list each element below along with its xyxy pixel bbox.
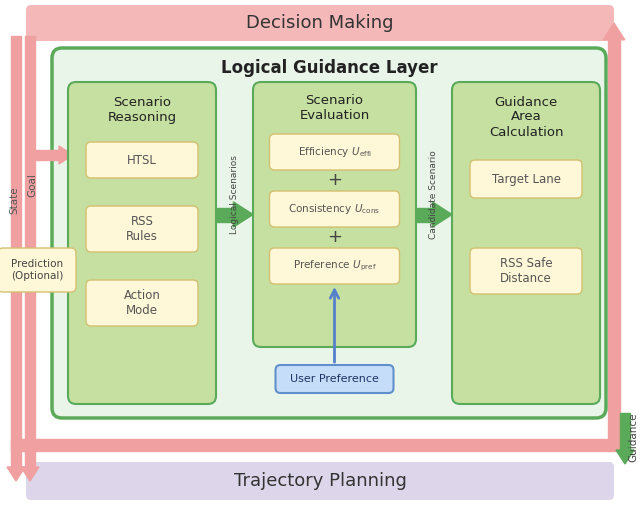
Polygon shape	[7, 467, 25, 481]
Text: +: +	[327, 171, 342, 189]
Polygon shape	[234, 202, 253, 227]
FancyBboxPatch shape	[269, 248, 399, 284]
FancyBboxPatch shape	[86, 280, 198, 326]
Bar	[35, 265, 59, 275]
Text: Prediction
(Optional): Prediction (Optional)	[11, 259, 63, 281]
Text: Candidate Scenario: Candidate Scenario	[429, 150, 438, 239]
Polygon shape	[59, 146, 73, 164]
FancyBboxPatch shape	[0, 248, 76, 292]
FancyBboxPatch shape	[68, 82, 216, 404]
Bar	[25, 36, 35, 469]
Text: HTSL: HTSL	[127, 154, 157, 166]
Polygon shape	[21, 467, 39, 481]
Text: Logical Guidance Layer: Logical Guidance Layer	[221, 59, 437, 77]
Text: Goal: Goal	[27, 173, 37, 197]
Bar	[11, 439, 609, 451]
FancyBboxPatch shape	[52, 48, 606, 418]
Text: State: State	[9, 186, 19, 214]
Text: RSS
Rules: RSS Rules	[126, 215, 158, 243]
Bar	[11, 36, 21, 469]
Text: Decision Making: Decision Making	[246, 14, 394, 32]
Text: Guidance: Guidance	[628, 413, 638, 462]
Text: User Preference: User Preference	[290, 374, 379, 384]
Text: Logical Scenarios: Logical Scenarios	[230, 155, 239, 234]
Text: Action
Mode: Action Mode	[124, 289, 161, 317]
FancyBboxPatch shape	[269, 134, 399, 170]
Text: +: +	[327, 228, 342, 246]
FancyBboxPatch shape	[275, 365, 394, 393]
Bar	[608, 38, 620, 451]
Text: Scenario
Reasoning: Scenario Reasoning	[108, 96, 177, 124]
Text: Consistency $\mathit{U}_{\mathrm{cons}}$: Consistency $\mathit{U}_{\mathrm{cons}}$	[289, 202, 381, 216]
Text: Efficiency $\mathit{U}_{\mathrm{effi}}$: Efficiency $\mathit{U}_{\mathrm{effi}}$	[298, 145, 371, 159]
FancyBboxPatch shape	[269, 191, 399, 227]
Text: Preference $\mathit{U}_{\mathrm{pref}}$: Preference $\mathit{U}_{\mathrm{pref}}$	[292, 259, 376, 273]
Polygon shape	[433, 202, 452, 227]
FancyBboxPatch shape	[470, 160, 582, 198]
Polygon shape	[59, 261, 73, 279]
FancyBboxPatch shape	[26, 5, 614, 41]
Text: Target Lane: Target Lane	[492, 172, 561, 186]
Text: RSS Safe
Distance: RSS Safe Distance	[500, 257, 552, 285]
Bar	[620, 413, 630, 452]
Bar	[416, 207, 433, 222]
FancyBboxPatch shape	[86, 142, 198, 178]
Polygon shape	[604, 23, 625, 40]
FancyBboxPatch shape	[452, 82, 600, 404]
FancyBboxPatch shape	[26, 462, 614, 500]
FancyBboxPatch shape	[86, 206, 198, 252]
FancyBboxPatch shape	[470, 248, 582, 294]
Text: Scenario
Evaluation: Scenario Evaluation	[300, 94, 370, 122]
Polygon shape	[616, 450, 634, 464]
Text: Guidance
Area
Calculation: Guidance Area Calculation	[489, 95, 563, 138]
Bar	[216, 207, 234, 222]
Text: Trajectory Planning: Trajectory Planning	[234, 472, 406, 490]
Bar	[35, 150, 59, 160]
FancyBboxPatch shape	[253, 82, 416, 347]
